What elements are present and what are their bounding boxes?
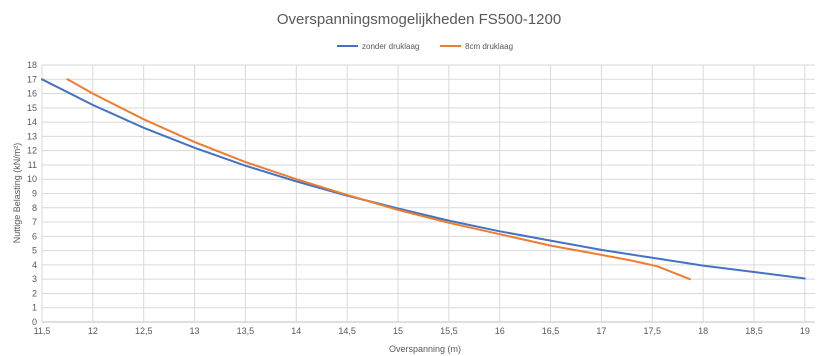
y-tick-label: 14 xyxy=(27,117,37,127)
series-line-8cm-druklaag xyxy=(66,78,691,281)
y-tick-label: 7 xyxy=(32,217,37,227)
y-tick-label: 11 xyxy=(28,160,37,170)
x-tick-label: 18 xyxy=(698,326,708,336)
plot-area xyxy=(41,78,806,281)
y-tick-label: 2 xyxy=(32,288,37,298)
y-tick-label: 10 xyxy=(27,174,37,184)
y-tick-label: 8 xyxy=(32,203,37,213)
y-tick-label: 6 xyxy=(32,231,37,241)
series-line-zonder-druklaag xyxy=(41,78,806,280)
x-tick-label: 14 xyxy=(291,326,301,336)
legend: zonder druklaag 8cm druklaag xyxy=(337,42,513,51)
x-tick-label: 11,5 xyxy=(34,326,51,336)
chart-title: Overspanningsmogelijkheden FS500-1200 xyxy=(277,11,561,28)
y-tick-label: 9 xyxy=(32,189,37,199)
y-tick-label: 5 xyxy=(32,246,37,256)
y-tick-label: 17 xyxy=(27,74,37,84)
y-tick-label: 0 xyxy=(32,317,37,327)
y-tick-label: 18 xyxy=(27,60,37,70)
x-axis-label: Overspanning (m) xyxy=(389,344,461,354)
y-tick-label: 15 xyxy=(27,103,37,113)
x-tick-label: 19 xyxy=(800,326,810,336)
x-tick-label: 18,5 xyxy=(745,326,763,336)
y-tick-label: 13 xyxy=(27,131,37,141)
y-tick-label: 12 xyxy=(27,146,37,156)
y-tick-label: 16 xyxy=(27,89,37,99)
x-tick-label: 13,5 xyxy=(237,326,255,336)
x-tick-label: 14,5 xyxy=(338,326,356,336)
x-tick-label: 16,5 xyxy=(542,326,560,336)
y-tick-label: 1 xyxy=(32,303,37,313)
legend-label-zonder-druklaag: zonder druklaag xyxy=(362,42,419,51)
x-tick-label: 12,5 xyxy=(135,326,153,336)
y-axis-label: Nuttige Belasting (kN/m²) xyxy=(12,143,22,244)
x-tick-label: 15,5 xyxy=(440,326,458,336)
x-tick-label: 15 xyxy=(393,326,403,336)
y-tick-label: 3 xyxy=(32,274,37,284)
x-tick-label: 13 xyxy=(190,326,200,336)
x-tick-label: 17 xyxy=(596,326,606,336)
legend-label-8cm-druklaag: 8cm druklaag xyxy=(465,42,513,51)
gridlines xyxy=(41,64,815,323)
x-tick-label: 12 xyxy=(88,326,98,336)
y-tick-label: 4 xyxy=(32,260,37,270)
x-axis-ticks: 11,5 12 12,5 13 13,5 14 14,5 15 15,5 16 16,5 17 17,5… xyxy=(34,326,810,336)
x-tick-label: 16 xyxy=(495,326,505,336)
x-tick-label: 17,5 xyxy=(643,326,661,336)
